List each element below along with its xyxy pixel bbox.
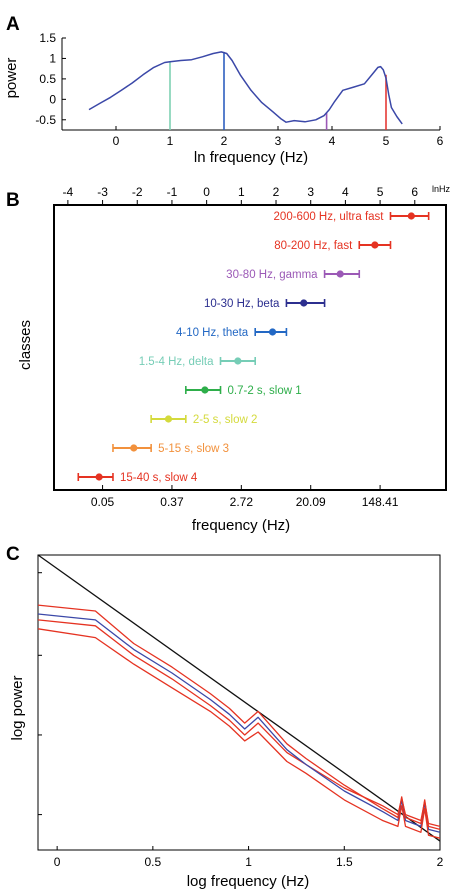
panel-c-x-tick-label-0: 0 bbox=[54, 855, 61, 869]
panel-b-top-tick-label-10: 6 bbox=[411, 185, 418, 199]
panel-b: B lnHz -4 -3 -2 -1 0 1 2 3 4 5 6 0.05 0.37 2.72 20.09 1… bbox=[6, 184, 451, 534]
panel-a-x-tick-label-5: 5 bbox=[383, 134, 390, 148]
panel-a-y-tick-label-0: -0.5 bbox=[35, 113, 56, 127]
panel-a-y-tick-label-1: 0 bbox=[49, 92, 56, 106]
panel-c-frame bbox=[37, 554, 441, 851]
panel-c-x-tick-label-3: 1.5 bbox=[336, 855, 353, 869]
panel-b-top-tick-label-2: -2 bbox=[132, 185, 143, 199]
panel-b-ylabel: classes bbox=[17, 320, 34, 370]
panel-b-plot: -4 -3 -2 -1 0 1 2 3 4 5 6 0.05 0.37 2.72 20.09 148.41 20… bbox=[53, 185, 447, 509]
panel-b-top-tick-label-1: -3 bbox=[97, 185, 108, 199]
panel-b-class-label-5: 1.5-4 Hz, delta bbox=[139, 356, 214, 368]
panel-c-x-tick-label-2: 1 bbox=[245, 855, 252, 869]
panel-b-top-tick-label-3: -1 bbox=[167, 185, 178, 199]
panel-b-class-label-4: 4-10 Hz, theta bbox=[176, 327, 249, 339]
panel-c-series-line-4 bbox=[38, 628, 440, 839]
panel-a-plot: 0 1 2 3 4 5 6 -0.5 0 0.5 1 1.5 bbox=[35, 31, 443, 148]
panel-b-class-label-9: 15-40 s, slow 4 bbox=[120, 472, 198, 484]
panel-a-y-tick-label-3: 1 bbox=[49, 51, 56, 65]
panel-a-y-tick-label-2: 0.5 bbox=[39, 72, 56, 86]
panel-b-point-2 bbox=[336, 270, 344, 278]
panel-b-point-8 bbox=[130, 444, 138, 452]
panel-b-class-label-0: 200-600 Hz, ultra fast bbox=[274, 211, 385, 223]
panel-c-x-tick-label-1: 0.5 bbox=[145, 855, 162, 869]
panel-b-bottom-tick-label-0: 0.05 bbox=[91, 495, 115, 509]
panel-a-y-tick-label-4: 1.5 bbox=[39, 31, 56, 45]
panel-b-bottom-tick-label-1: 0.37 bbox=[160, 495, 184, 509]
panel-a-x-tick-label-2: 2 bbox=[221, 134, 228, 148]
panel-b-frame bbox=[53, 204, 447, 491]
panel-a-letter: A bbox=[6, 14, 20, 35]
panel-a-ylabel: power bbox=[3, 58, 20, 99]
panel-c-letter: C bbox=[6, 544, 20, 565]
panel-c-lines bbox=[38, 555, 440, 842]
panel-b-xlabel: frequency (Hz) bbox=[192, 517, 290, 534]
panel-b-top-tick-label-8: 4 bbox=[342, 185, 349, 199]
panel-c-x-tick-label-4: 2 bbox=[437, 855, 444, 869]
panel-b-point-5 bbox=[234, 357, 242, 365]
panel-b-point-3 bbox=[300, 299, 308, 307]
panel-b-class-label-1: 80-200 Hz, fast bbox=[274, 240, 353, 252]
panel-a-x-tick-label-6: 6 bbox=[437, 134, 444, 148]
panel-b-bottom-tick-label-4: 148.41 bbox=[362, 495, 399, 509]
panel-b-top-tick-label-7: 3 bbox=[307, 185, 314, 199]
panel-a-series-line-0 bbox=[88, 51, 403, 125]
panel-a: A 0 1 2 3 4 5 6-0.500.511.5 ln frequency (Hz) … bbox=[3, 14, 444, 166]
panel-c-series-line-0 bbox=[38, 555, 440, 842]
panel-b-top-tick-label-9: 5 bbox=[377, 185, 384, 199]
panel-b-top-tick-label-5: 1 bbox=[238, 185, 245, 199]
panel-b-class-label-6: 0.7-2 s, slow 1 bbox=[228, 385, 302, 397]
panel-c: C 0 0.5 1 1.5 2 log frequency (Hz) log power bbox=[6, 544, 444, 890]
panel-b-point-7 bbox=[164, 415, 173, 423]
panel-a-x-tick-label-4: 4 bbox=[329, 134, 336, 148]
panel-b-point-4 bbox=[268, 328, 277, 336]
panel-b-point-1 bbox=[371, 241, 379, 249]
panel-b-class-label-8: 5-15 s, slow 3 bbox=[158, 443, 229, 455]
panel-b-unit-label: lnHz bbox=[432, 184, 451, 194]
panel-b-top-tick-label-0: -4 bbox=[63, 185, 74, 199]
panel-b-point-0 bbox=[407, 212, 415, 220]
panel-b-top-tick-label-4: 0 bbox=[203, 185, 210, 199]
panel-c-xlabel: log frequency (Hz) bbox=[187, 873, 310, 890]
panel-b-bottom-tick-label-3: 20.09 bbox=[296, 495, 326, 509]
panel-b-class-label-3: 10-30 Hz, beta bbox=[204, 298, 280, 310]
panel-b-top-tick-label-6: 2 bbox=[273, 185, 280, 199]
panel-b-bottom-tick-label-2: 2.72 bbox=[230, 495, 254, 509]
panel-c-series-line-3 bbox=[38, 604, 440, 831]
panel-b-letter: B bbox=[6, 190, 20, 211]
panel-b-point-6 bbox=[201, 386, 209, 394]
panel-a-x-tick-label-3: 3 bbox=[275, 134, 282, 148]
panel-b-point-9 bbox=[95, 473, 103, 481]
panel-b-class-label-7: 2-5 s, slow 2 bbox=[193, 414, 258, 426]
panel-a-x-tick-label-1: 1 bbox=[167, 134, 174, 148]
panel-c-plot: 0 0.5 1 1.5 2 bbox=[37, 554, 444, 869]
panel-c-ylabel: log power bbox=[9, 675, 26, 740]
panel-b-class-label-2: 30-80 Hz, gamma bbox=[226, 269, 318, 281]
panel-c-series-line-2 bbox=[38, 613, 440, 833]
panel-a-xlabel: ln frequency (Hz) bbox=[194, 149, 308, 166]
panel-a-x-tick-label-0: 0 bbox=[113, 134, 120, 148]
